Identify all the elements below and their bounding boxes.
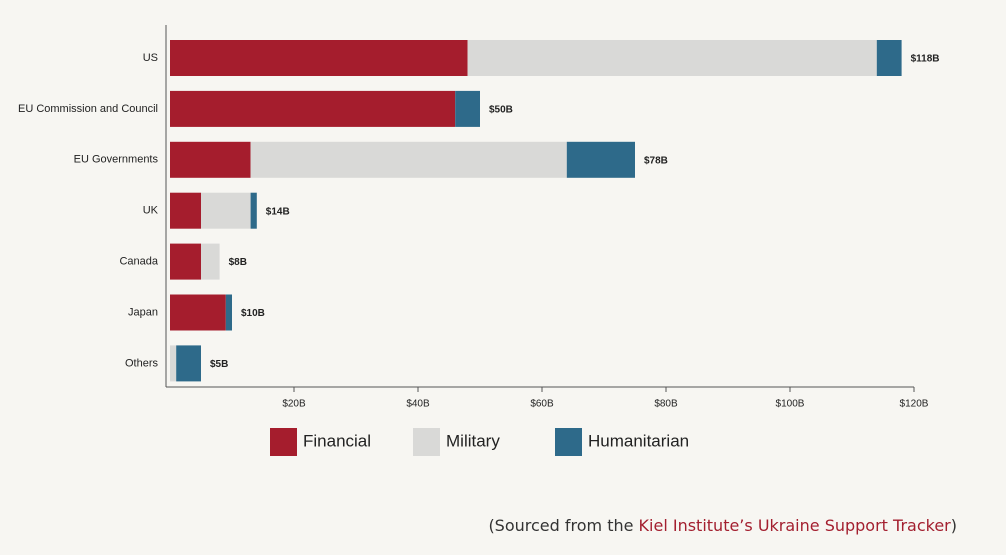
x-tick-label: $60B	[530, 399, 554, 410]
source-note: (Sourced from the Kiel Institute’s Ukrai…	[488, 516, 957, 535]
bar-segment	[170, 40, 468, 76]
y-tick-label: Japan	[128, 306, 158, 318]
bar-segment	[876, 40, 902, 76]
legend-swatch	[555, 428, 582, 456]
bar-segment	[170, 243, 201, 280]
source-link[interactable]: Kiel Institute’s Ukraine Support Tracker	[638, 516, 951, 535]
x-tick-label: $20B	[282, 399, 306, 410]
value-label: $10B	[241, 308, 265, 319]
x-tick-label: $120B	[900, 399, 929, 410]
legend-label: Financial	[303, 431, 371, 450]
y-tick-label: EU Governments	[74, 154, 159, 166]
bar-segment	[170, 90, 456, 127]
value-label: $118B	[911, 54, 940, 65]
bar-segment	[170, 141, 251, 178]
bar-segment	[201, 243, 220, 280]
value-label: $8B	[229, 257, 247, 268]
bar-segment	[201, 192, 251, 229]
bar-segment	[170, 294, 226, 331]
bar-segment	[225, 294, 232, 331]
bar-segment	[170, 345, 177, 382]
value-label: $5B	[210, 359, 228, 370]
value-label: $14B	[266, 206, 290, 217]
y-tick-label: EU Commission and Council	[18, 103, 158, 115]
legend-label: Military	[446, 431, 500, 450]
y-tick-label: UK	[143, 205, 159, 217]
x-tick-label: $40B	[406, 399, 430, 410]
y-tick-label: Others	[125, 357, 159, 369]
value-label: $78B	[644, 155, 668, 166]
legend-label: Humanitarian	[588, 431, 689, 450]
y-tick-label: US	[143, 52, 158, 64]
bar-segment	[176, 345, 201, 382]
source-prefix: (Sourced from the	[488, 516, 639, 535]
chart: $20B $40B $60B $80B $100B $120B US $118B EU Comm…	[18, 25, 940, 456]
bar-segment	[455, 90, 480, 127]
bar-segment	[170, 192, 201, 229]
x-tick-label: $80B	[654, 399, 678, 410]
bar-segment	[250, 141, 567, 178]
legend-swatch	[270, 428, 297, 456]
value-label: $50B	[489, 105, 513, 116]
bar-segment	[566, 141, 635, 178]
bar-segment	[467, 40, 877, 76]
bar-segment	[250, 192, 257, 229]
x-tick-label: $100B	[776, 399, 805, 410]
source-suffix: )	[950, 516, 957, 535]
legend-swatch	[413, 428, 440, 456]
y-tick-label: Canada	[119, 256, 158, 268]
